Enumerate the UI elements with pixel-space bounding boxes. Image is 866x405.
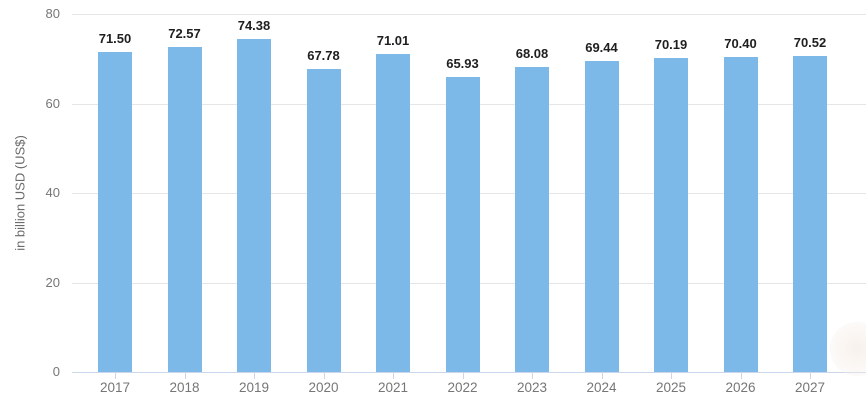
x-tick-label: 2020 (308, 380, 339, 395)
y-tick-label: 40 (45, 185, 60, 200)
value-label: 68.08 (515, 46, 549, 62)
bar[interactable] (793, 56, 827, 372)
x-tick-label: 2027 (794, 380, 826, 395)
bar[interactable] (376, 54, 410, 372)
y-tick-label: 80 (45, 6, 60, 21)
value-label: 70.52 (793, 35, 827, 51)
y-tick-label: 20 (45, 274, 60, 290)
bar[interactable] (515, 67, 549, 372)
value-label: 70.40 (724, 35, 757, 51)
bar[interactable] (723, 56, 758, 372)
x-tick-label: 2017 (99, 380, 131, 395)
x-axis-tick (671, 373, 672, 379)
x-tick-label: 2024 (586, 380, 617, 395)
value-label: 67.78 (307, 47, 340, 63)
x-tick-label: 2023 (516, 380, 548, 395)
y-tick-label: 0 (52, 364, 60, 379)
value-label: 74.38 (237, 18, 271, 34)
gridline (72, 14, 866, 15)
bar[interactable] (167, 47, 202, 372)
x-axis-tick (532, 373, 533, 379)
x-tick-label: 2022 (447, 380, 478, 395)
value-label: 70.19 (654, 36, 688, 52)
x-axis-tick (254, 373, 255, 379)
x-axis-tick (810, 373, 811, 379)
value-label: 72.57 (168, 26, 201, 42)
x-axis-line (72, 372, 866, 373)
x-tick-label: 2021 (377, 380, 409, 395)
bar[interactable] (306, 68, 341, 372)
bar[interactable] (445, 76, 480, 372)
bar[interactable] (98, 52, 132, 372)
bar[interactable] (584, 61, 619, 372)
x-axis-tick (323, 373, 325, 379)
y-tick-label: 60 (45, 95, 60, 111)
value-label: 71.50 (98, 31, 132, 47)
x-axis-tick (601, 373, 603, 379)
value-label: 71.01 (376, 33, 410, 49)
x-axis-tick (115, 373, 116, 379)
x-tick-label: 2019 (238, 380, 270, 395)
x-tick-label: 2026 (725, 380, 756, 395)
x-tick-label: 2025 (655, 380, 687, 395)
edge-artifact (830, 322, 866, 376)
x-tick-label: 2018 (169, 380, 200, 395)
value-label: 65.93 (446, 55, 479, 71)
x-axis-tick (740, 373, 742, 379)
x-axis-tick (393, 373, 394, 379)
x-axis-tick (462, 373, 464, 379)
bar[interactable] (654, 57, 688, 372)
value-label: 69.44 (585, 40, 618, 56)
bar[interactable] (237, 39, 271, 372)
x-axis-tick (184, 373, 186, 379)
